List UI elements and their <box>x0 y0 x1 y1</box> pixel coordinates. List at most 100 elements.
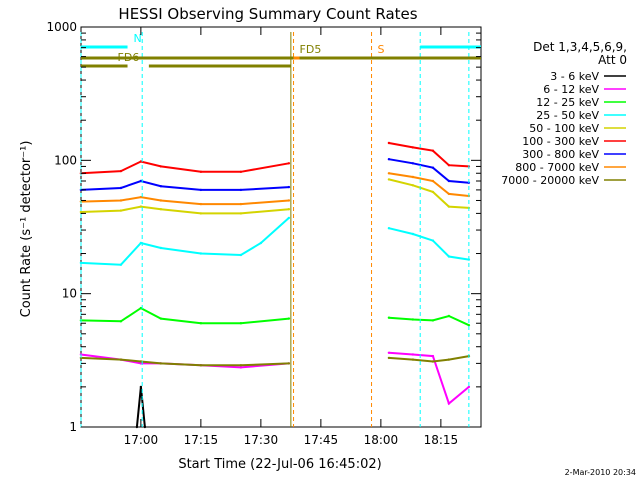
data-point <box>447 358 451 361</box>
data-point <box>119 320 123 323</box>
data-point <box>387 158 391 161</box>
data-point <box>159 185 163 188</box>
data-point <box>199 212 203 215</box>
data-point <box>447 179 451 183</box>
flag-n: N <box>80 32 481 427</box>
data-point <box>139 385 143 389</box>
series-0 <box>135 385 147 429</box>
data-point <box>159 362 163 365</box>
data-point <box>387 227 391 230</box>
series-line <box>80 160 290 175</box>
data-point <box>239 202 243 206</box>
legend-label: 12 - 25 keV <box>536 96 599 109</box>
data-point <box>139 362 143 365</box>
data-point <box>287 362 291 365</box>
legend-label: 3 - 6 keV <box>550 70 599 83</box>
data-point <box>199 364 203 367</box>
series-4 <box>79 178 471 215</box>
data-point <box>239 170 243 173</box>
y-axis-label-text: Count Rate (s⁻¹ detector⁻¹) <box>19 141 34 318</box>
data-point <box>139 360 143 363</box>
data-point <box>139 195 143 199</box>
legend-label: 300 - 800 keV <box>522 148 599 161</box>
legend-label: 25 - 50 keV <box>536 109 599 122</box>
data-point <box>139 205 143 208</box>
data-point <box>199 188 203 192</box>
data-point <box>431 239 435 242</box>
x-tick-label: 17:15 <box>184 433 219 447</box>
flag-s: S <box>293 32 385 427</box>
data-point <box>447 164 451 167</box>
data-point <box>287 208 291 211</box>
footer-date: 2-Mar-2010 20:34 <box>565 468 636 477</box>
series-line <box>388 172 470 197</box>
data-point <box>447 205 451 208</box>
data-point <box>387 351 391 354</box>
data-point <box>119 186 123 190</box>
flag-fd6: FD6 <box>81 32 292 427</box>
x-tick-label: 18:00 <box>364 433 399 447</box>
data-point <box>287 199 291 202</box>
data-point <box>431 166 435 169</box>
series-line <box>80 306 289 325</box>
data-point <box>139 306 143 310</box>
data-point <box>139 179 143 183</box>
flag-fd5: FD5 <box>81 43 481 60</box>
data-point <box>159 208 163 211</box>
data-point <box>139 241 143 245</box>
series-line <box>388 355 470 363</box>
data-point <box>79 210 83 214</box>
data-point <box>387 141 391 145</box>
series-line <box>80 217 290 266</box>
data-point <box>119 199 123 202</box>
data-point <box>159 246 163 250</box>
data-point <box>159 317 163 320</box>
data-point <box>467 385 471 389</box>
data-point <box>239 253 243 257</box>
data-point <box>411 146 415 149</box>
data-point <box>447 314 451 318</box>
series-2 <box>79 306 471 327</box>
data-point <box>431 190 435 194</box>
x-tick-label: 17:45 <box>304 433 339 447</box>
series-6 <box>79 158 471 192</box>
data-point <box>239 364 243 367</box>
flag-label: S <box>378 43 385 56</box>
series-7 <box>79 172 471 206</box>
series-line <box>388 142 469 168</box>
x-tick-label: 17:30 <box>244 433 279 447</box>
data-point <box>159 165 163 168</box>
data-point <box>431 179 435 183</box>
y-tick-label: 1000 <box>46 20 77 34</box>
data-point <box>467 324 471 327</box>
data-point <box>79 261 83 265</box>
data-point <box>119 169 123 173</box>
data-point <box>287 317 291 320</box>
y-axis-label: Count Rate (s⁻¹ detector⁻¹) <box>19 141 34 318</box>
data-point <box>387 178 391 181</box>
legend-title: Det 1,3,4,5,6,9, <box>533 40 627 54</box>
data-point <box>447 192 451 196</box>
data-point <box>135 425 139 429</box>
data-point <box>431 354 435 358</box>
legend-label: 7000 - 20000 keV <box>501 174 599 187</box>
data-point <box>199 170 203 173</box>
series-line <box>80 205 289 215</box>
data-point <box>387 356 391 360</box>
legend-label: 800 - 7000 keV <box>515 161 599 174</box>
flag-label: N <box>134 32 142 45</box>
series-line <box>388 178 469 209</box>
data-point <box>199 202 203 206</box>
data-point <box>119 209 123 212</box>
chart-title: HESSI Observing Summary Count Rates <box>118 5 417 23</box>
y-tick-label: 1 <box>69 420 77 434</box>
series-line <box>388 314 470 327</box>
data-point <box>259 241 263 245</box>
x-tick-label: 17:00 <box>124 433 159 447</box>
data-point <box>239 188 243 192</box>
data-point <box>411 175 415 179</box>
series-5 <box>79 141 471 175</box>
data-point <box>431 360 435 363</box>
flag-label: FD5 <box>300 43 322 56</box>
series-8 <box>79 354 471 367</box>
